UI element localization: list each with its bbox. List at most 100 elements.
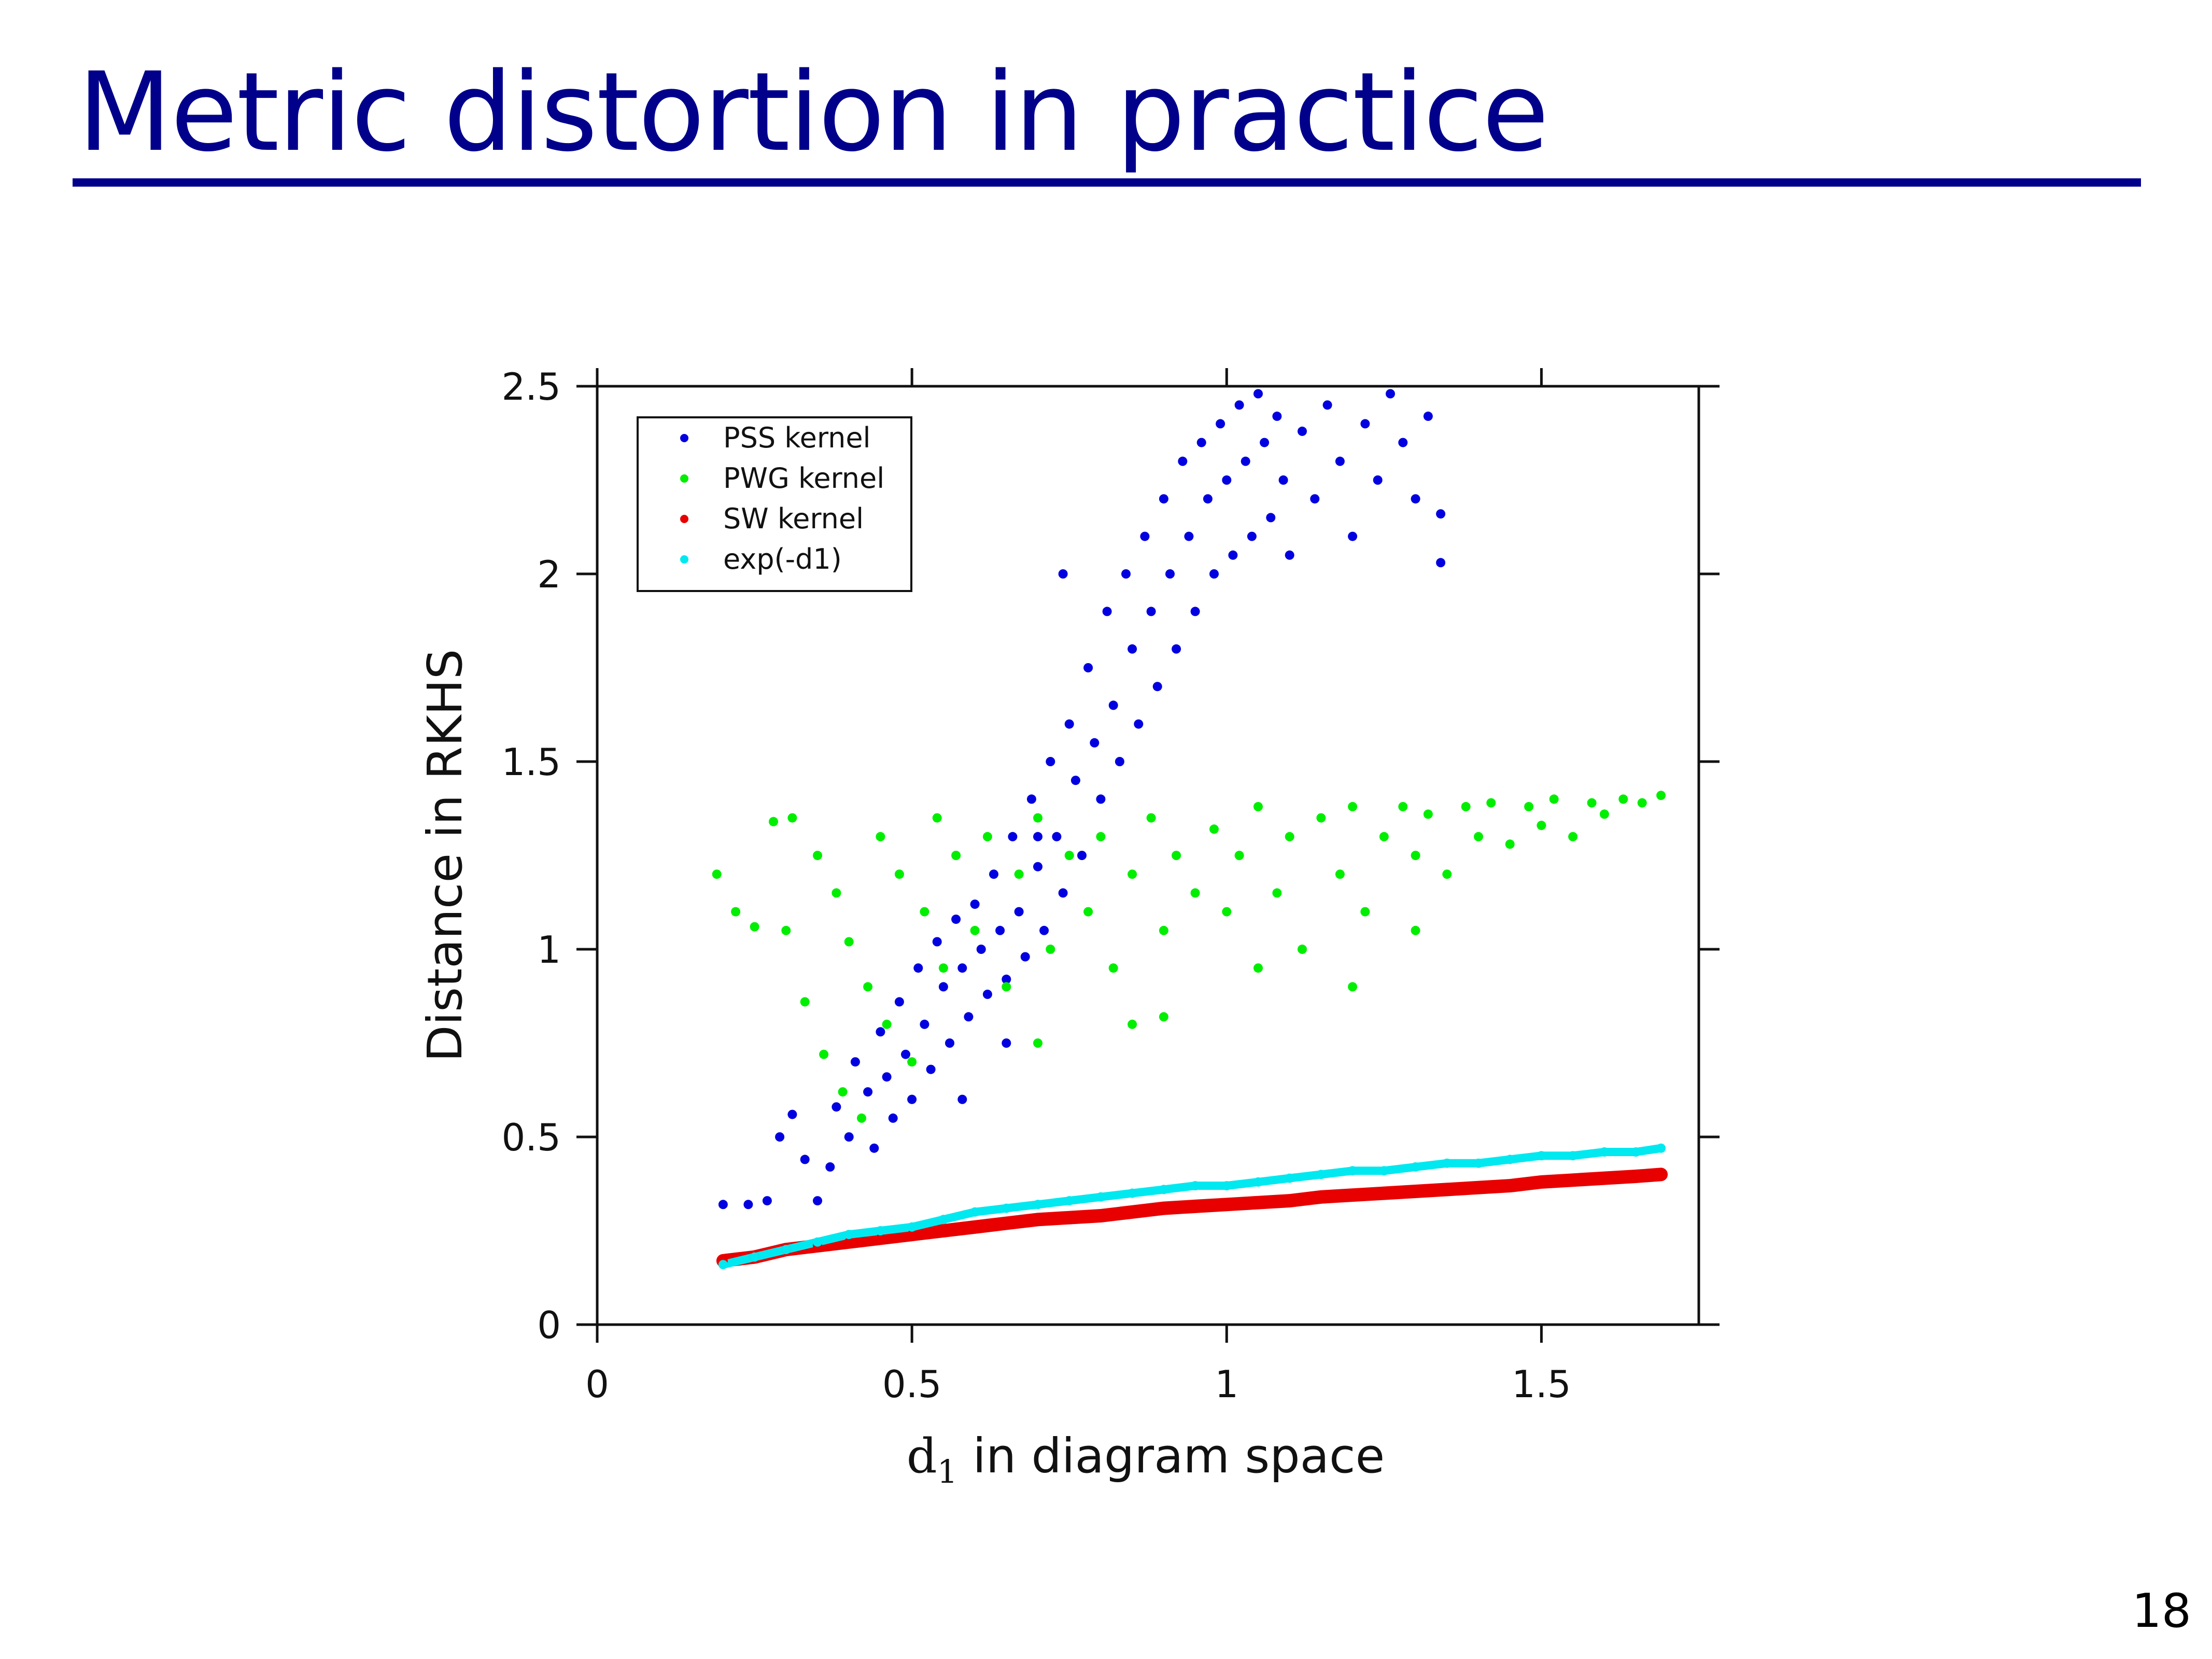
point-s3-26 bbox=[1537, 1151, 1546, 1161]
point-s3-18 bbox=[1285, 1173, 1294, 1183]
point-s2-9 bbox=[1002, 1218, 1011, 1228]
point-s1-9 bbox=[832, 888, 841, 898]
point-s2-21 bbox=[1379, 1188, 1389, 1198]
point-s0-58 bbox=[1159, 494, 1168, 504]
point-s1-41 bbox=[1272, 888, 1282, 898]
point-s1-17 bbox=[907, 1057, 917, 1067]
point-s3-25 bbox=[1505, 1155, 1515, 1164]
point-s1-49 bbox=[1398, 802, 1408, 811]
point-s0-54 bbox=[1134, 719, 1144, 729]
legend-label-1: PWG kernel bbox=[723, 462, 884, 495]
point-s1-34 bbox=[1159, 925, 1168, 935]
point-s3-28 bbox=[1599, 1147, 1609, 1157]
point-s1-20 bbox=[938, 963, 948, 973]
point-s0-56 bbox=[1146, 607, 1156, 616]
point-s0-67 bbox=[1216, 419, 1225, 429]
point-s2-12 bbox=[1096, 1211, 1106, 1220]
legend-marker-2 bbox=[680, 515, 688, 523]
x-tick-label-0: 0 bbox=[585, 1362, 609, 1406]
point-s0-36 bbox=[1020, 952, 1030, 962]
point-s0-0 bbox=[718, 1200, 728, 1210]
point-s1-36 bbox=[1190, 888, 1200, 898]
point-s1-63 bbox=[1618, 794, 1628, 804]
x-tick-label-2: 1 bbox=[1215, 1362, 1238, 1406]
point-markers bbox=[712, 389, 1666, 1270]
point-s0-73 bbox=[1253, 389, 1263, 399]
point-s0-70 bbox=[1234, 400, 1244, 410]
legend-label-0: PSS kernel bbox=[723, 421, 871, 454]
point-s0-52 bbox=[1121, 569, 1131, 579]
legend-label-3: exp(-d1) bbox=[723, 543, 842, 575]
point-s1-12 bbox=[857, 1113, 866, 1123]
point-s0-61 bbox=[1178, 456, 1188, 466]
point-s1-57 bbox=[1524, 802, 1534, 811]
point-s2-18 bbox=[1285, 1196, 1294, 1206]
point-s0-27 bbox=[964, 1012, 974, 1022]
point-s2-30 bbox=[1656, 1170, 1666, 1179]
point-s0-7 bbox=[825, 1162, 835, 1172]
point-s0-28 bbox=[970, 899, 980, 909]
point-s3-30 bbox=[1656, 1143, 1666, 1153]
point-s0-66 bbox=[1209, 569, 1219, 579]
point-s2-11 bbox=[1064, 1213, 1074, 1222]
point-s1-11 bbox=[844, 937, 854, 947]
point-s1-38 bbox=[1222, 907, 1232, 917]
point-s0-46 bbox=[1083, 663, 1093, 672]
point-s2-8 bbox=[970, 1222, 980, 1232]
point-s1-69 bbox=[1411, 925, 1420, 935]
point-s2-24 bbox=[1474, 1183, 1483, 1192]
point-s0-21 bbox=[926, 1064, 936, 1074]
point-s0-43 bbox=[1064, 719, 1074, 729]
point-s0-1 bbox=[743, 1200, 753, 1210]
point-s1-15 bbox=[882, 1019, 892, 1029]
point-s0-15 bbox=[888, 1113, 898, 1123]
point-s1-52 bbox=[1442, 869, 1452, 879]
point-s0-76 bbox=[1272, 411, 1282, 421]
point-s1-53 bbox=[1461, 802, 1471, 811]
point-s1-48 bbox=[1379, 832, 1389, 841]
point-s0-40 bbox=[1046, 757, 1055, 766]
y-tick-label-5: 2.5 bbox=[501, 365, 561, 409]
point-s1-35 bbox=[1172, 851, 1181, 860]
point-s2-14 bbox=[1159, 1203, 1168, 1213]
point-s3-22 bbox=[1411, 1162, 1420, 1172]
point-s0-49 bbox=[1102, 607, 1112, 616]
point-s2-4 bbox=[844, 1237, 854, 1247]
point-s1-67 bbox=[1253, 963, 1263, 973]
point-s2-26 bbox=[1537, 1177, 1546, 1187]
point-s1-2 bbox=[750, 922, 759, 932]
point-s3-5 bbox=[876, 1226, 885, 1235]
point-s1-47 bbox=[1360, 907, 1370, 917]
point-s3-17 bbox=[1253, 1177, 1263, 1187]
point-s0-65 bbox=[1203, 494, 1213, 504]
point-s2-27 bbox=[1568, 1175, 1578, 1185]
point-s0-13 bbox=[876, 1027, 885, 1037]
point-s1-4 bbox=[781, 925, 791, 935]
point-s1-56 bbox=[1505, 839, 1515, 849]
point-s2-23 bbox=[1442, 1185, 1452, 1194]
point-s3-9 bbox=[1002, 1203, 1011, 1213]
point-s0-62 bbox=[1184, 531, 1194, 541]
point-s1-44 bbox=[1316, 813, 1326, 823]
point-s1-55 bbox=[1486, 798, 1496, 808]
y-tick-label-4: 2 bbox=[537, 553, 561, 596]
point-s1-10 bbox=[838, 1087, 848, 1097]
point-s0-78 bbox=[1285, 550, 1294, 560]
point-s1-21 bbox=[951, 851, 961, 860]
point-s0-68 bbox=[1222, 475, 1232, 485]
point-s0-26 bbox=[957, 963, 967, 973]
point-s0-90 bbox=[1436, 509, 1446, 519]
point-s0-84 bbox=[1360, 419, 1370, 429]
point-s0-85 bbox=[1373, 475, 1383, 485]
point-s1-24 bbox=[1002, 982, 1011, 992]
point-s0-51 bbox=[1115, 757, 1124, 766]
point-s0-77 bbox=[1278, 475, 1288, 485]
point-s0-34 bbox=[1008, 832, 1018, 841]
point-s1-13 bbox=[863, 982, 873, 992]
point-s0-4 bbox=[787, 1109, 797, 1119]
point-s1-26 bbox=[1033, 813, 1042, 823]
point-s0-32 bbox=[995, 925, 1005, 935]
point-s0-71 bbox=[1241, 456, 1250, 466]
point-s0-35 bbox=[1014, 907, 1024, 917]
